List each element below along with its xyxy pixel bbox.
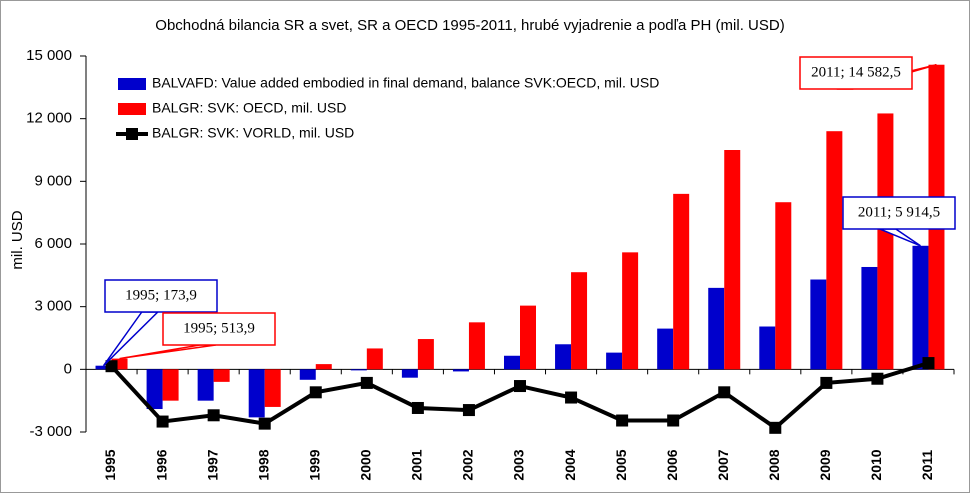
y-axis-label: mil. USD (9, 210, 26, 269)
point-marker (616, 414, 629, 427)
legend-label: BALGR: SVK: VORLD, mil. USD (152, 125, 354, 141)
point-marker (718, 386, 731, 399)
point-marker (514, 380, 526, 393)
legend-label: BALVAFD: Value added embodied in final d… (152, 75, 659, 91)
x-tick-label: 2009 (817, 449, 833, 480)
data-label: 2011; 14 582,5 (811, 64, 901, 80)
bar (504, 355, 520, 370)
legend-swatch (118, 78, 146, 90)
data-label: 1995; 513,9 (183, 320, 255, 336)
point-marker (565, 391, 578, 404)
bar (299, 369, 316, 380)
x-tick-label: 2001 (409, 449, 425, 480)
x-tick-label: 2010 (868, 449, 884, 480)
x-tick-label: 2011 (919, 450, 935, 481)
legend-label: BALGR: SVK: OECD, mil. USD (152, 100, 346, 116)
point-marker (411, 401, 424, 414)
bar (213, 369, 230, 382)
y-tick-label: 9 000 (34, 172, 72, 189)
bar (759, 326, 776, 370)
callout-box (799, 56, 913, 90)
y-tick-label: -3 000 (29, 423, 72, 440)
point-marker (820, 376, 833, 389)
x-tick-label: 2003 (511, 449, 527, 480)
bar (315, 364, 332, 370)
x-tick-label: 1995 (102, 449, 118, 480)
bar (146, 369, 163, 410)
bar (724, 150, 741, 370)
y-tick-label: 6 000 (34, 235, 72, 252)
point-marker (462, 404, 475, 417)
data-label: 1995; 173,9 (125, 287, 197, 303)
bar (162, 369, 179, 401)
x-tick-label: 1996 (153, 449, 169, 480)
bar (606, 352, 623, 370)
y-tick-label: 0 (64, 360, 72, 377)
x-tick-label: 2000 (358, 449, 374, 480)
x-tick-label: 2007 (715, 449, 731, 480)
bar (555, 344, 572, 370)
point-marker (207, 409, 220, 422)
point-marker (922, 357, 935, 370)
point-marker (871, 372, 884, 385)
bar (468, 322, 485, 370)
bar (401, 369, 418, 378)
y-tick-label: 12 000 (26, 110, 72, 127)
x-tick-label: 2002 (460, 449, 476, 480)
point-marker (360, 376, 373, 389)
x-tick-label: 2004 (562, 449, 578, 480)
bar (248, 369, 265, 418)
bar (417, 339, 434, 370)
point-marker (667, 414, 680, 427)
bar (912, 245, 929, 370)
point-marker (105, 360, 118, 373)
bar (95, 365, 112, 370)
y-tick-label: 3 000 (34, 298, 72, 315)
bar (826, 131, 843, 370)
bar (708, 287, 725, 370)
data-label: 2011; 5 914,5 (858, 204, 940, 220)
bar (877, 113, 894, 370)
callout-box (104, 279, 218, 313)
bar (810, 279, 827, 370)
bar (197, 369, 214, 401)
bar (673, 193, 690, 370)
point-marker (309, 386, 322, 399)
callout-box (162, 312, 276, 346)
y-tick-label: 15 000 (26, 47, 72, 64)
callout-box (842, 196, 956, 230)
bar (571, 272, 588, 370)
bar (366, 348, 383, 370)
bar (657, 328, 674, 370)
bar (622, 252, 639, 370)
x-tick-label: 1998 (255, 449, 271, 480)
legend-swatch (118, 103, 146, 115)
point-marker (769, 421, 782, 434)
bar (350, 369, 367, 371)
x-tick-label: 1999 (306, 449, 322, 480)
legend-swatch (126, 128, 138, 140)
x-tick-label: 2006 (664, 449, 680, 480)
bar (264, 369, 281, 407)
bar (520, 305, 536, 370)
x-tick-label: 2005 (613, 449, 629, 480)
point-marker (156, 415, 169, 428)
bar (111, 358, 128, 370)
x-tick-label: 1997 (204, 449, 220, 480)
chart-title: Obchodná bilancia SR a svet, SR a OECD 1… (155, 17, 784, 34)
point-marker (258, 417, 271, 430)
bar (452, 369, 469, 372)
bar (775, 202, 792, 370)
bar (861, 266, 878, 370)
x-tick-label: 2008 (766, 449, 782, 480)
